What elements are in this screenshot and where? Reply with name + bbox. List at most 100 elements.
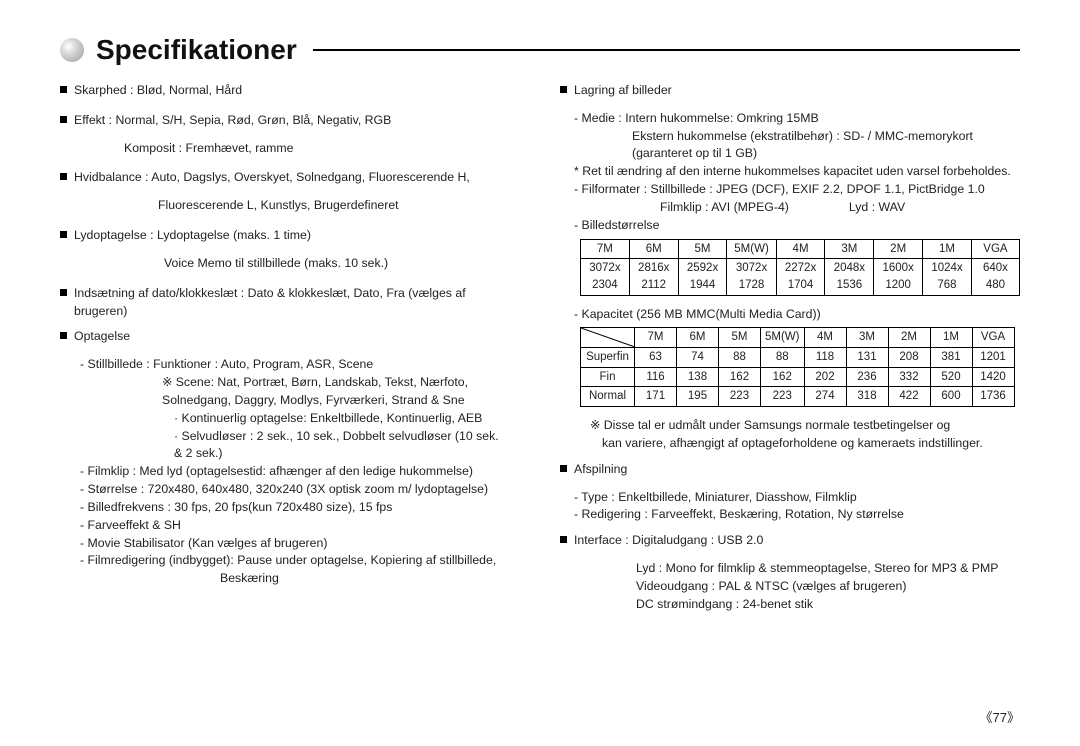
size-header: 6M [629, 239, 678, 259]
spec-afs-type: - Type : Enkeltbillede, Miniaturer, Dias… [560, 489, 1020, 507]
spec-interface-dc: DC strømindgang : 24-benet stik [560, 596, 1020, 614]
cap-cell: 202 [804, 367, 846, 387]
table-row: 7M 6M 5M 5M(W) 4M 3M 2M 1M VGA [581, 239, 1020, 259]
spec-interface-video: Videoudgang : PAL & NTSC (vælges af brug… [560, 578, 1020, 596]
size-header: 5M(W) [727, 239, 776, 259]
right-column: Lagring af billeder - Medie : Intern huk… [560, 82, 1020, 614]
cap-header: VGA [972, 328, 1014, 348]
cap-header: 5M(W) [761, 328, 805, 348]
cap-cell: 1201 [972, 348, 1014, 368]
cap-cell: 274 [804, 387, 846, 407]
content-columns: Skarphed : Blød, Normal, Hård Effekt : N… [60, 82, 1020, 614]
cap-cell: 171 [635, 387, 677, 407]
spec-lydoptagelse-sub: Voice Memo til stillbillede (maks. 10 se… [60, 255, 520, 273]
cap-cell: 138 [677, 367, 719, 387]
size-header: VGA [971, 239, 1019, 259]
cap-cell: 236 [846, 367, 888, 387]
spec-medie-2: Ekstern hukommelse (ekstratilbehør) : SD… [560, 128, 1020, 146]
spec-afspilning: Afspilning [560, 461, 1020, 479]
cap-cell: 116 [635, 367, 677, 387]
size-value: 2048x 1536 [825, 259, 874, 295]
size-header: 4M [776, 239, 825, 259]
spec-farveeffekt: - Farveeffekt & SH [60, 517, 520, 535]
cap-cell: 74 [677, 348, 719, 368]
cap-cell: 88 [719, 348, 761, 368]
size-value: 640x 480 [971, 259, 1019, 295]
spec-filformater-1: - Filformater : Stillbillede : JPEG (DCF… [560, 181, 1020, 199]
cap-row-label: Fin [581, 367, 635, 387]
cap-cell: 318 [846, 387, 888, 407]
size-header: 7M [581, 239, 630, 259]
size-header: 5M [678, 239, 727, 259]
spec-filmredigering-1: - Filmredigering (indbygget): Pause unde… [60, 552, 520, 570]
table-row: Fin 116 138 162 162 202 236 332 520 1420 [581, 367, 1015, 387]
title-bullet-icon [60, 38, 84, 62]
table-row: 7M 6M 5M 5M(W) 4M 3M 2M 1M VGA [581, 328, 1015, 348]
cap-cell: 600 [930, 387, 972, 407]
cap-cell: 381 [930, 348, 972, 368]
cap-cell: 223 [761, 387, 805, 407]
table-row: 3072x 2304 2816x 2112 2592x 1944 3072x 1… [581, 259, 1020, 295]
cap-cell: 208 [888, 348, 930, 368]
size-value: 2592x 1944 [678, 259, 727, 295]
size-value: 1024x 768 [923, 259, 972, 295]
size-value: 1600x 1200 [874, 259, 923, 295]
cap-cell: 422 [888, 387, 930, 407]
cap-cell: 1420 [972, 367, 1014, 387]
size-value: 2272x 1704 [776, 259, 825, 295]
page: Specifikationer Skarphed : Blød, Normal,… [0, 0, 1080, 746]
table-row: Superfin 63 74 88 88 118 131 208 381 120… [581, 348, 1015, 368]
cap-cell: 162 [719, 367, 761, 387]
spec-dato: Indsætning af dato/klokkeslæt : Dato & k… [60, 285, 520, 321]
spec-filmredigering-2: Beskæring [60, 570, 520, 588]
cap-cell: 162 [761, 367, 805, 387]
cap-header: 6M [677, 328, 719, 348]
spec-interface-lyd: Lyd : Mono for filmklip & stemmeoptagels… [560, 560, 1020, 578]
spec-kontinuerlig: · Kontinuerlig optagelse: Enkeltbillede,… [60, 410, 520, 428]
cap-header: 3M [846, 328, 888, 348]
cap-cell: 223 [719, 387, 761, 407]
left-column: Skarphed : Blød, Normal, Hård Effekt : N… [60, 82, 520, 614]
cap-row-label: Normal [581, 387, 635, 407]
image-size-table: 7M 6M 5M 5M(W) 4M 3M 2M 1M VGA 3072x 230… [580, 239, 1020, 296]
spec-filformater-2b: Lyd : WAV [849, 199, 905, 217]
spec-skarphed: Skarphed : Blød, Normal, Hård [60, 82, 520, 100]
spec-medie-note: * Ret til ændring af den interne hukomme… [560, 163, 1020, 181]
spec-filformater-2a: Filmklip : AVI (MPEG-4) [660, 199, 789, 217]
diagonal-header [581, 328, 635, 348]
size-value: 2816x 2112 [629, 259, 678, 295]
spec-scene-1: ※ Scene: Nat, Portræt, Børn, Landskab, T… [60, 374, 520, 392]
spec-optagelse: Optagelse [60, 328, 520, 346]
spec-scene-2: Solnedgang, Daggry, Modlys, Fyrværkeri, … [60, 392, 520, 410]
spec-afs-redigering: - Redigering : Farveeffekt, Beskæring, R… [560, 506, 1020, 524]
cap-row-label: Superfin [581, 348, 635, 368]
size-header: 1M [923, 239, 972, 259]
spec-effekt-sub: Komposit : Fremhævet, ramme [60, 140, 520, 158]
cap-cell: 63 [635, 348, 677, 368]
cap-cell: 1736 [972, 387, 1014, 407]
size-header: 2M [874, 239, 923, 259]
spec-stillbillede: - Stillbillede : Funktioner : Auto, Prog… [60, 356, 520, 374]
spec-interface: Interface : Digitaludgang : USB 2.0 [560, 532, 1020, 550]
spec-filmklip: - Filmklip : Med lyd (optagelsestid: afh… [60, 463, 520, 481]
cap-header: 1M [930, 328, 972, 348]
title-row: Specifikationer [60, 34, 1020, 66]
spec-kapacitet-label: - Kapacitet (256 MB MMC(Multi Media Card… [560, 306, 1020, 324]
cap-header: 7M [635, 328, 677, 348]
cap-header: 5M [719, 328, 761, 348]
size-value: 3072x 1728 [727, 259, 776, 295]
cap-header: 4M [804, 328, 846, 348]
spec-fps: - Billedfrekvens : 30 fps, 20 fps(kun 72… [60, 499, 520, 517]
cap-cell: 520 [930, 367, 972, 387]
spec-hvidbalance-sub: Fluorescerende L, Kunstlys, Brugerdefine… [60, 197, 520, 215]
spec-lydoptagelse: Lydoptagelse : Lydoptagelse (maks. 1 tim… [60, 227, 520, 245]
cap-cell: 88 [761, 348, 805, 368]
spec-medie-3: (garanteret op til 1 GB) [560, 145, 1020, 163]
spec-billedstorrelse-label: - Billedstørrelse [560, 217, 1020, 235]
title-underline [313, 49, 1020, 51]
spec-storrelse: - Størrelse : 720x480, 640x480, 320x240 … [60, 481, 520, 499]
spec-medie-1: - Medie : Intern hukommelse: Omkring 15M… [560, 110, 1020, 128]
spec-note-1: ※ Disse tal er udmålt under Samsungs nor… [560, 417, 1020, 435]
size-value: 3072x 2304 [581, 259, 630, 295]
spec-stabilisator: - Movie Stabilisator (Kan vælges af brug… [60, 535, 520, 553]
